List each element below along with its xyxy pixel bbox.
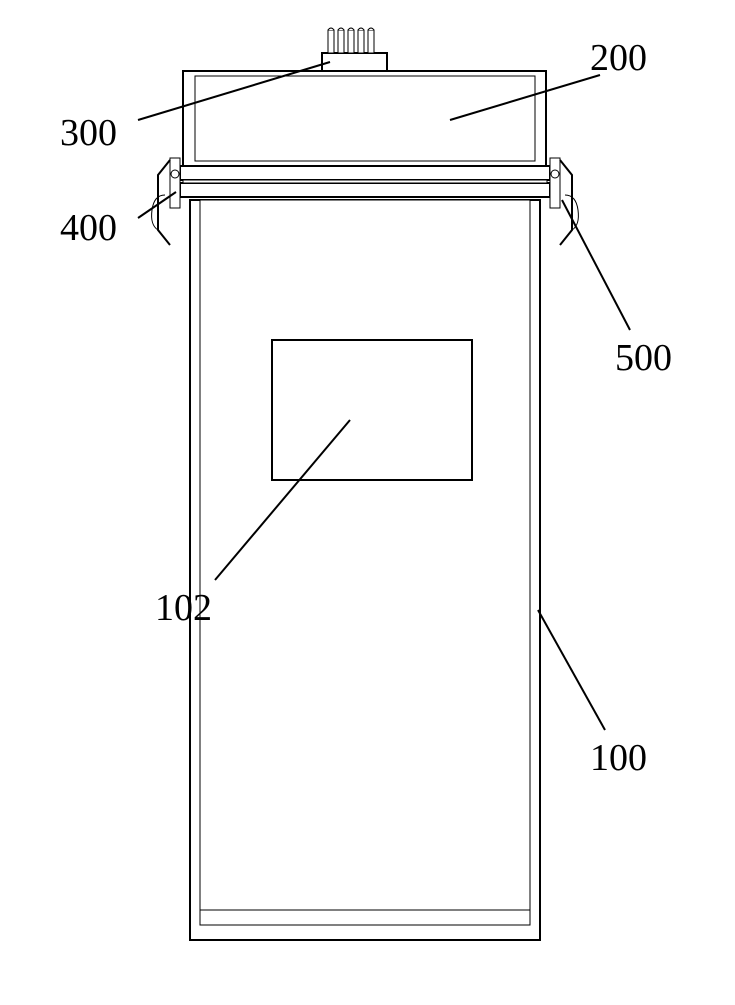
connector-pin-tip-0 bbox=[328, 28, 334, 30]
right-clamp-bolt bbox=[551, 170, 559, 178]
leader-500 bbox=[562, 200, 630, 330]
connector-pin-3 bbox=[358, 30, 364, 53]
technical-drawing bbox=[152, 28, 579, 940]
leader-100 bbox=[538, 610, 605, 730]
label-200: 200 bbox=[590, 37, 647, 79]
top-cap-inner bbox=[195, 76, 535, 161]
body-inner bbox=[200, 200, 530, 925]
left-clamp-bracket bbox=[170, 158, 180, 208]
connector-pin-tip-1 bbox=[338, 28, 344, 30]
left-clamp-bolt bbox=[171, 170, 179, 178]
connector-pin-0 bbox=[328, 30, 334, 53]
flange-gap bbox=[183, 180, 547, 183]
connector-base bbox=[322, 53, 387, 71]
right-clamp-bracket bbox=[550, 158, 560, 208]
right-clamp-arm bbox=[560, 160, 572, 245]
window-102 bbox=[272, 340, 472, 480]
flange-lower bbox=[180, 183, 550, 197]
connector-pin-tip-2 bbox=[348, 28, 354, 30]
connector-pin-tip-3 bbox=[358, 28, 364, 30]
label-102: 102 bbox=[155, 587, 212, 629]
label-300: 300 bbox=[60, 112, 117, 154]
label-100: 100 bbox=[590, 737, 647, 779]
connector-pin-4 bbox=[368, 30, 374, 53]
connector-pin-tip-4 bbox=[368, 28, 374, 30]
connector-pin-1 bbox=[338, 30, 344, 53]
connector-pin-2 bbox=[348, 30, 354, 53]
flange-upper bbox=[180, 166, 550, 180]
label-500: 500 bbox=[615, 337, 672, 379]
label-400: 400 bbox=[60, 207, 117, 249]
